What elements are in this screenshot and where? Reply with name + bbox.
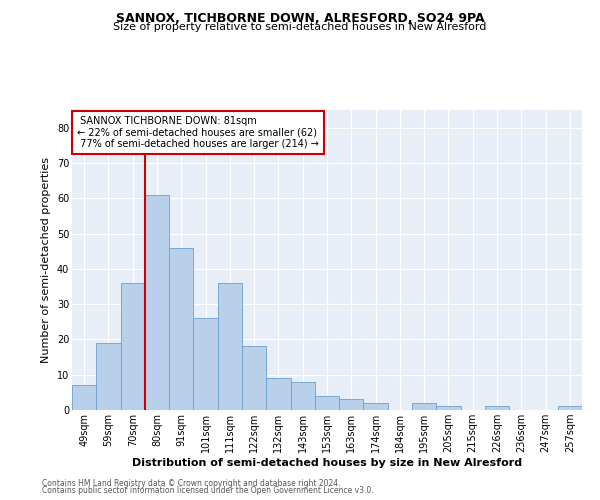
Text: Contains HM Land Registry data © Crown copyright and database right 2024.: Contains HM Land Registry data © Crown c… (42, 478, 341, 488)
Bar (121, 283, 145, 410)
Bar (485, 406, 509, 410)
Bar (315, 396, 339, 410)
Y-axis label: Number of semi-detached properties: Number of semi-detached properties (41, 157, 51, 363)
Bar (364, 403, 388, 410)
Bar (72, 386, 96, 410)
Bar (558, 406, 582, 410)
Bar (266, 378, 290, 410)
Text: Size of property relative to semi-detached houses in New Alresford: Size of property relative to semi-detach… (113, 22, 487, 32)
Text: SANNOX TICHBORNE DOWN: 81sqm
← 22% of semi-detached houses are smaller (62)
 77%: SANNOX TICHBORNE DOWN: 81sqm ← 22% of se… (77, 116, 319, 149)
Bar (145, 194, 169, 410)
Bar (412, 403, 436, 410)
Bar (169, 248, 193, 410)
Bar (96, 343, 121, 410)
Text: SANNOX, TICHBORNE DOWN, ALRESFORD, SO24 9PA: SANNOX, TICHBORNE DOWN, ALRESFORD, SO24 … (116, 12, 484, 26)
X-axis label: Distribution of semi-detached houses by size in New Alresford: Distribution of semi-detached houses by … (132, 458, 522, 468)
Bar (218, 283, 242, 410)
Bar (339, 400, 364, 410)
Bar (242, 346, 266, 410)
Bar (436, 406, 461, 410)
Text: Contains public sector information licensed under the Open Government Licence v3: Contains public sector information licen… (42, 486, 374, 495)
Bar (193, 318, 218, 410)
Bar (290, 382, 315, 410)
